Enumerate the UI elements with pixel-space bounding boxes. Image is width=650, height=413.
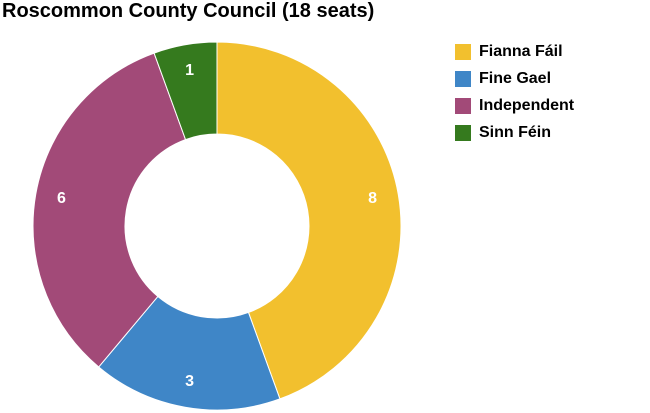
slice-label-fine-gael: 3 bbox=[185, 373, 194, 390]
slices-group bbox=[32, 41, 402, 411]
legend-label: Sinn Féin bbox=[479, 123, 551, 141]
legend-swatch bbox=[455, 43, 471, 60]
legend-item-sinn-fein: Sinn Féin bbox=[455, 119, 574, 146]
legend-label: Fianna Fáil bbox=[479, 42, 563, 60]
legend-item-fianna-fail: Fianna Fáil bbox=[455, 38, 574, 65]
slice-fine-gael bbox=[98, 295, 281, 411]
slice-independent bbox=[32, 52, 187, 368]
slice-labels-group: 8 3 6 1 bbox=[57, 62, 377, 390]
legend-swatch bbox=[455, 97, 471, 114]
slice-sinn-fein bbox=[153, 41, 218, 141]
legend-swatch bbox=[455, 70, 471, 87]
slice-fianna-fail bbox=[216, 41, 402, 400]
legend-item-fine-gael: Fine Gael bbox=[455, 65, 574, 92]
legend-label: Fine Gael bbox=[479, 69, 552, 87]
slice-label-independent: 6 bbox=[57, 190, 66, 207]
slice-label-sinn-fein: 1 bbox=[185, 62, 194, 79]
legend-swatch bbox=[455, 124, 471, 141]
legend-label: Independent bbox=[479, 96, 575, 114]
chart-title: Roscommon County Council (18 seats) bbox=[2, 0, 375, 22]
slice-label-fianna-fail: 8 bbox=[368, 190, 377, 207]
legend-item-independent: Independent bbox=[455, 92, 574, 119]
legend: Fianna Fáil Fine Gael Independent Sinn Féin bbox=[455, 38, 574, 146]
